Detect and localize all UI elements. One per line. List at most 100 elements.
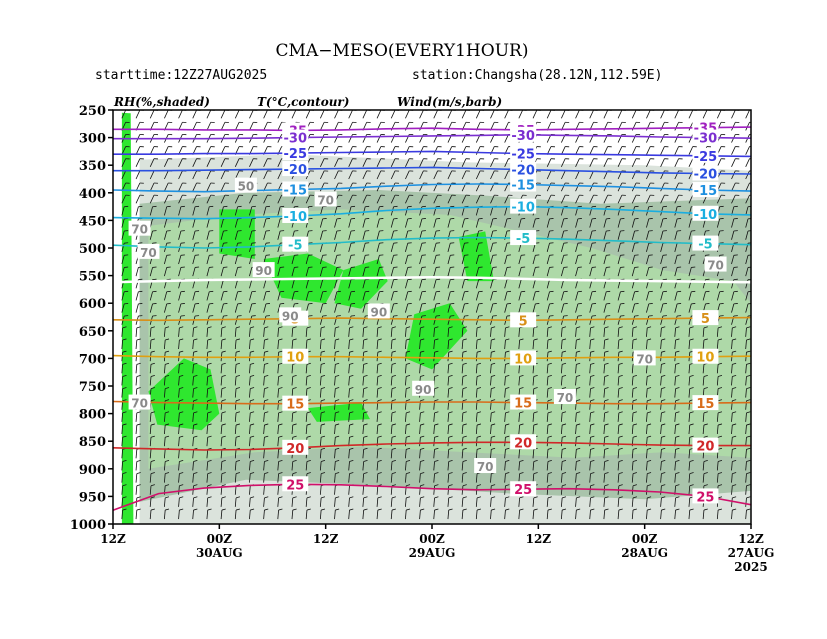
wind-barb-feather [533, 459, 538, 462]
wind-barb-feather [462, 423, 467, 426]
wind-barb [603, 146, 609, 155]
wind-barb [291, 327, 294, 337]
wind-barb [234, 303, 238, 313]
wind-barb-feather [519, 423, 524, 426]
x-tick-label-time: 12Z [313, 532, 339, 546]
wind-barb [575, 412, 577, 422]
wind-barb [192, 510, 194, 520]
wind-barb [163, 461, 166, 471]
wind-barb [319, 122, 325, 131]
wind-barb [447, 243, 451, 252]
wind-barb [319, 497, 322, 507]
wind-barb [390, 206, 394, 216]
wind-barb [475, 279, 480, 289]
wind-barb [121, 255, 125, 265]
wind-barb-feather [576, 508, 581, 511]
wind-barb [263, 170, 268, 180]
wind-barb [532, 303, 536, 313]
wind-barb [461, 303, 465, 313]
wind-barb [475, 449, 478, 459]
wind-barb-feather [462, 484, 467, 487]
wind-barb [376, 388, 379, 398]
wind-barb [475, 243, 480, 252]
wind-barb-feather [377, 374, 382, 377]
wind-barb-feather [448, 374, 453, 377]
wind-barb [178, 473, 180, 483]
wind-barb-feather [746, 423, 751, 426]
wind-barb [504, 218, 508, 228]
wind-barb [135, 376, 138, 386]
wind-barb-feather [193, 338, 198, 341]
wind-barb [149, 291, 153, 301]
wind-barb-feather [675, 411, 680, 414]
wind-barb [631, 110, 637, 119]
temp-contour-label: -25 [284, 147, 308, 162]
y-tick-label: 550 [79, 270, 106, 285]
wind-barb-feather [335, 374, 340, 377]
wind-barb [390, 412, 393, 422]
wind-barb [319, 449, 322, 459]
wind-barb [178, 170, 183, 180]
wind-barb [674, 412, 676, 422]
wind-barb [135, 437, 138, 447]
wind-barb [319, 425, 322, 435]
wind-barb [546, 327, 549, 337]
wind-barb-feather [448, 484, 453, 487]
wind-barb-feather [122, 399, 127, 402]
wind-barb-feather [349, 447, 354, 450]
wind-barb [135, 473, 138, 483]
wind-barb-feather [718, 326, 723, 329]
wind-barb [305, 267, 309, 277]
wind-barb [362, 134, 368, 143]
wind-barb [631, 230, 635, 240]
wind-barb-feather [136, 496, 141, 499]
wind-barb [220, 473, 223, 483]
wind-barb [263, 327, 265, 337]
wind-barb [646, 182, 651, 192]
wind-barb-feather [377, 387, 382, 390]
wind-barb-feather [476, 387, 482, 390]
rh-contour-label: 70 [131, 397, 148, 411]
wind-barb [121, 158, 127, 168]
wind-barb-feather [235, 399, 241, 402]
wind-barb-feather [335, 508, 340, 511]
wind-barb-feather [363, 326, 368, 329]
wind-barb [405, 110, 410, 119]
wind-barb-feather [661, 508, 666, 511]
wind-barb-feather [632, 472, 637, 475]
wind-barb-feather [179, 374, 184, 377]
wind-barb-feather [150, 423, 155, 426]
wind-barb [461, 352, 464, 362]
wind-barb-feather [207, 350, 212, 353]
wind-barb [702, 340, 705, 350]
wind-barb [234, 510, 237, 520]
wind-barb [419, 437, 421, 447]
temp-contour-line [113, 441, 751, 451]
wind-barb [504, 206, 508, 216]
wind-barb [461, 497, 464, 507]
wind-barb [447, 158, 453, 168]
wind-barb [475, 352, 478, 362]
wind-barb [135, 291, 139, 301]
wind-barb-feather [391, 338, 396, 341]
wind-barb-feather [122, 350, 127, 353]
wind-barb-feather [420, 374, 425, 377]
temp-contour-label-bg [692, 437, 719, 453]
wind-barb-feather [576, 387, 581, 390]
wind-barb [319, 327, 322, 337]
wind-barb-feather [321, 411, 326, 414]
wind-barb-feather [122, 411, 127, 414]
temp-contour-label-bg [510, 350, 537, 366]
wind-barb [376, 461, 379, 471]
wind-barb [617, 425, 620, 435]
wind-barb-feather [264, 350, 269, 353]
wind-barb [575, 352, 577, 362]
wind-barb-feather [562, 459, 567, 462]
wind-barb [716, 510, 719, 520]
rh-contour-label-bg [137, 243, 160, 259]
wind-barb [532, 110, 538, 119]
wind-barb-feather [661, 338, 666, 341]
wind-barb [164, 170, 169, 180]
wind-barb [660, 485, 662, 495]
wind-barb [575, 230, 579, 240]
